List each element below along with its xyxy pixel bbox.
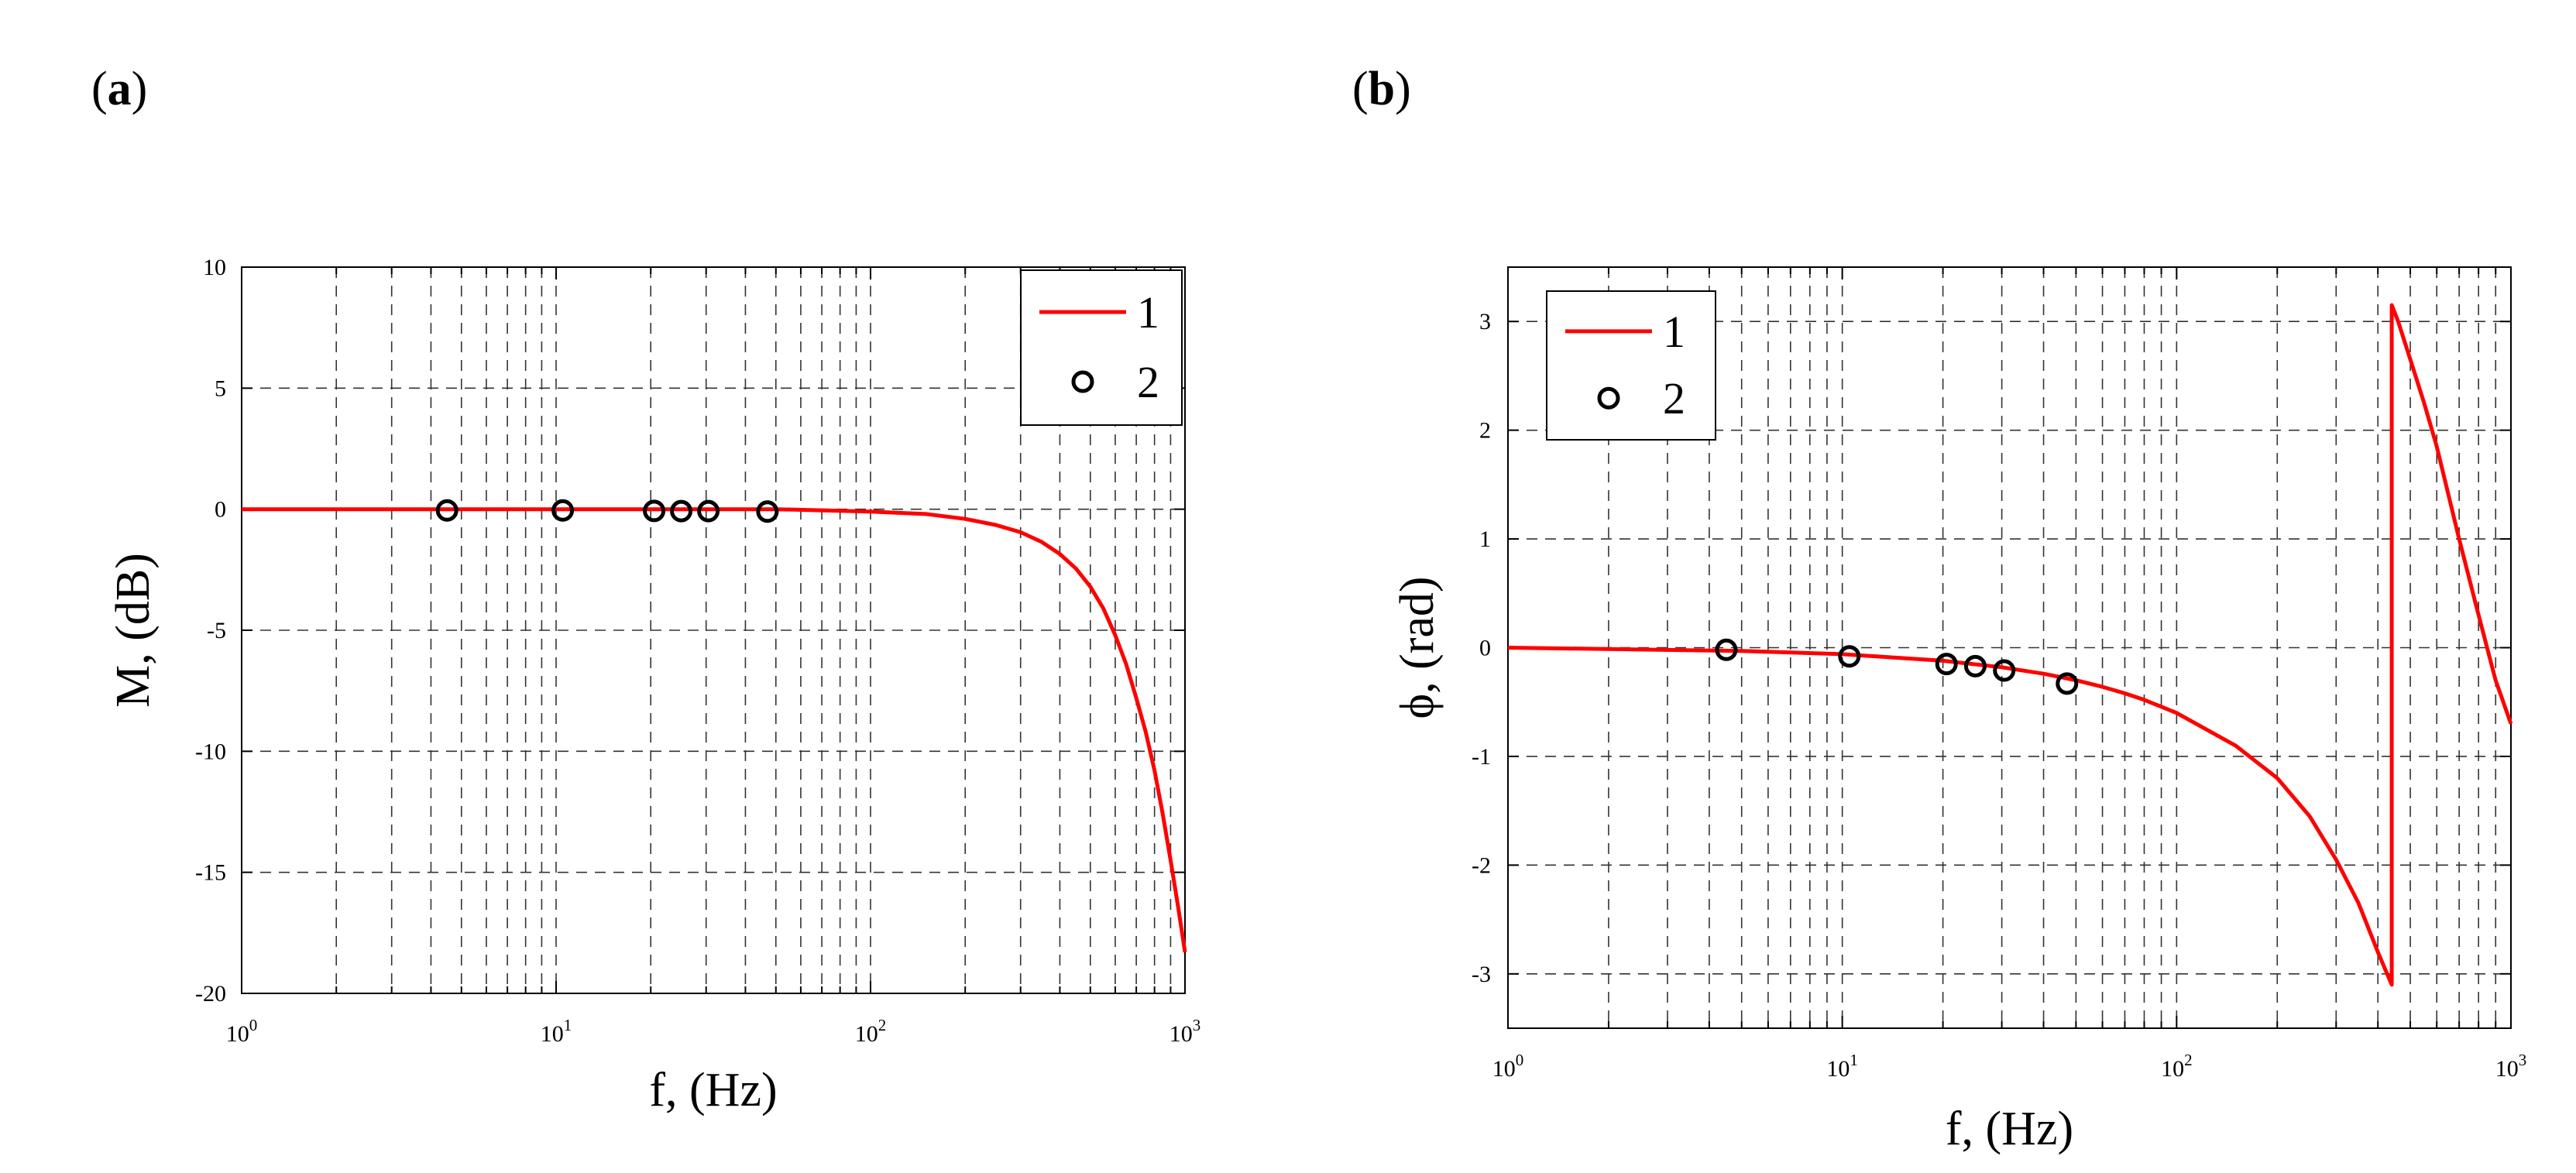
chart-b-ylabel: ϕ, (rad) xyxy=(1391,576,1444,719)
chart-b-series-2-point xyxy=(1935,653,1958,676)
xtick-base: 10 xyxy=(226,1021,249,1047)
xtick-base: 10 xyxy=(1492,1056,1516,1082)
chart-b-series-2-point xyxy=(2056,672,2079,695)
xtick-exponent: 2 xyxy=(2184,1051,2193,1069)
xtick-exponent: 1 xyxy=(564,1016,572,1034)
chart-b-xlabel: f, (Hz) xyxy=(1946,1103,2073,1155)
chart-a-ytick-label: -5 xyxy=(207,618,226,643)
panel-b-letter: b xyxy=(1369,63,1395,115)
chart-a-xtick-label: 100 xyxy=(226,1016,258,1047)
chart-b-legend-entry-2: 2 xyxy=(1663,373,1685,424)
xtick-base: 10 xyxy=(1826,1056,1850,1082)
chart-a-legend: 12 xyxy=(1020,269,1183,426)
chart-b-ytick-label: 0 xyxy=(1479,636,1491,661)
chart-b-legend-entry-1: 1 xyxy=(1663,307,1685,357)
chart-b-ytick-label: 3 xyxy=(1479,309,1491,334)
chart-a-ytick-label: -20 xyxy=(195,981,226,1007)
chart-b-legend-marker-swatch xyxy=(1597,386,1620,410)
xtick-exponent: 1 xyxy=(1850,1051,1858,1069)
chart-a-legend-entry-2: 2 xyxy=(1137,357,1159,407)
chart-a-series-2-point xyxy=(643,499,666,523)
chart-a-series-2-point xyxy=(435,499,459,522)
chart-b-ytick-label: 1 xyxy=(1479,526,1491,552)
chart-a-xtick-label: 102 xyxy=(855,1016,887,1047)
panel-a-label: (a) xyxy=(91,63,147,115)
xtick-base: 10 xyxy=(855,1021,878,1047)
chart-b-xtick-label: 101 xyxy=(1826,1051,1858,1082)
chart-a-ytick-label: 10 xyxy=(203,255,226,280)
chart-b-legend: 12 xyxy=(1546,290,1716,441)
xtick-exponent: 0 xyxy=(1516,1051,1524,1069)
chart-a-xlabel: f, (Hz) xyxy=(649,1064,777,1116)
xtick-base: 10 xyxy=(2495,1056,2519,1082)
chart-a-ytick-label: -15 xyxy=(195,860,226,886)
xtick-base: 10 xyxy=(2161,1056,2184,1082)
chart-a-xtick-label: 101 xyxy=(541,1016,572,1047)
chart-b-ytick-label: -3 xyxy=(1472,962,1491,987)
chart-a-xtick-label: 103 xyxy=(1170,1016,1201,1047)
panel-b-label: (b) xyxy=(1352,63,1411,115)
xtick-exponent: 0 xyxy=(249,1016,258,1034)
chart-a-ytick-label: 5 xyxy=(215,376,226,401)
chart-a-legend-marker-swatch xyxy=(1071,370,1094,393)
chart-b-xtick-label: 100 xyxy=(1492,1051,1524,1082)
chart-a-series-2-point xyxy=(697,499,720,523)
chart-a-series-2-point xyxy=(756,500,779,523)
chart-b-series-2-point xyxy=(1838,645,1861,668)
chart-b-xtick-label: 103 xyxy=(2495,1051,2527,1082)
chart-a-series-2-point xyxy=(551,499,575,522)
chart-a-series-1-line xyxy=(242,507,1187,953)
chart-a-legend-entry-1: 1 xyxy=(1137,287,1159,338)
chart-b-xtick-label: 102 xyxy=(2161,1051,2193,1082)
chart-a-legend-box xyxy=(1020,269,1183,426)
xtick-exponent: 3 xyxy=(2519,1051,2527,1069)
chart-b-ytick-label: 2 xyxy=(1479,418,1491,444)
chart-b-series-2-point xyxy=(1963,654,1987,677)
xtick-base: 10 xyxy=(541,1021,564,1047)
chart-b-series-1-line xyxy=(1507,303,2513,987)
chart-a-ytick-label: 0 xyxy=(215,497,226,523)
xtick-base: 10 xyxy=(1170,1021,1193,1047)
xtick-exponent: 2 xyxy=(878,1016,887,1034)
chart-b-ytick-label: -2 xyxy=(1472,852,1491,878)
chart-a-ytick-label: -10 xyxy=(195,739,226,764)
chart-a-series-2-point xyxy=(670,499,693,523)
xtick-exponent: 3 xyxy=(1193,1016,1201,1034)
chart-b-ytick-label: -1 xyxy=(1472,744,1491,770)
chart-b-series-2-point xyxy=(1993,659,2016,682)
chart-b-legend-box xyxy=(1546,290,1716,441)
panel-a-letter: a xyxy=(108,63,132,115)
chart-b-series-2-point xyxy=(1715,638,1738,661)
chart-a-ylabel: M, (dB) xyxy=(107,553,160,708)
